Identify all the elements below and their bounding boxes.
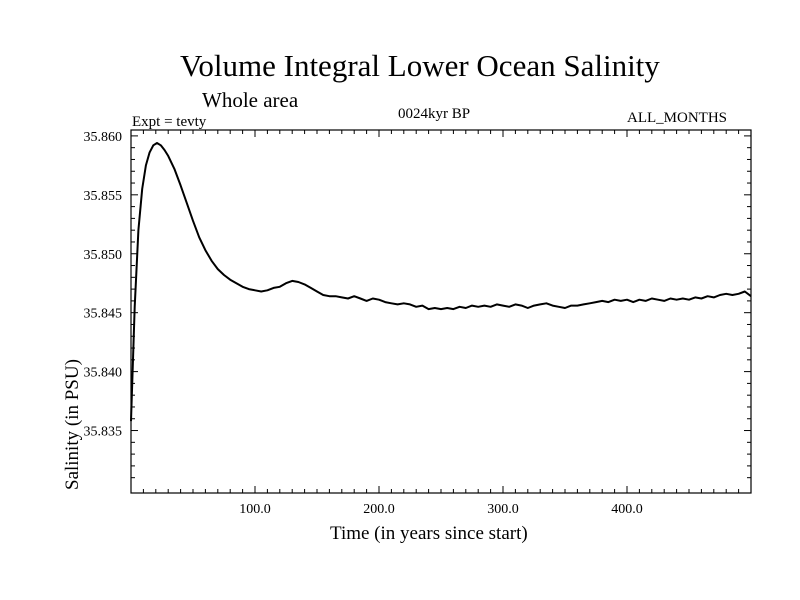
x-axis-label: Time (in years since start)	[330, 523, 528, 544]
series-line	[130, 142, 752, 422]
y-tick-label: 35.845	[84, 307, 123, 322]
chart-subtitle: Whole area	[202, 88, 299, 112]
x-tick-label: 100.0	[239, 502, 271, 517]
y-tick-label: 35.840	[84, 366, 123, 381]
y-tick-label: 35.855	[84, 189, 123, 204]
y-tick-label: 35.850	[84, 248, 123, 263]
y-tick-label: 35.835	[84, 425, 123, 440]
x-tick-label: 400.0	[611, 502, 643, 517]
period-label: 0024kyr BP	[398, 106, 471, 122]
experiment-label: Expt = tevty	[132, 114, 207, 130]
months-label: ALL_MONTHS	[627, 110, 727, 126]
x-tick-label: 300.0	[487, 502, 519, 517]
series-group	[130, 142, 752, 422]
axis-ticks: 35.835 35.840 35.845 35.850 35.855 35.860 100.…	[84, 130, 751, 517]
x-tick-label: 200.0	[363, 502, 395, 517]
plot-frame	[130, 129, 752, 494]
y-tick-label: 35.860	[84, 130, 123, 145]
chart-title: Volume Integral Lower Ocean Salinity	[180, 48, 660, 83]
